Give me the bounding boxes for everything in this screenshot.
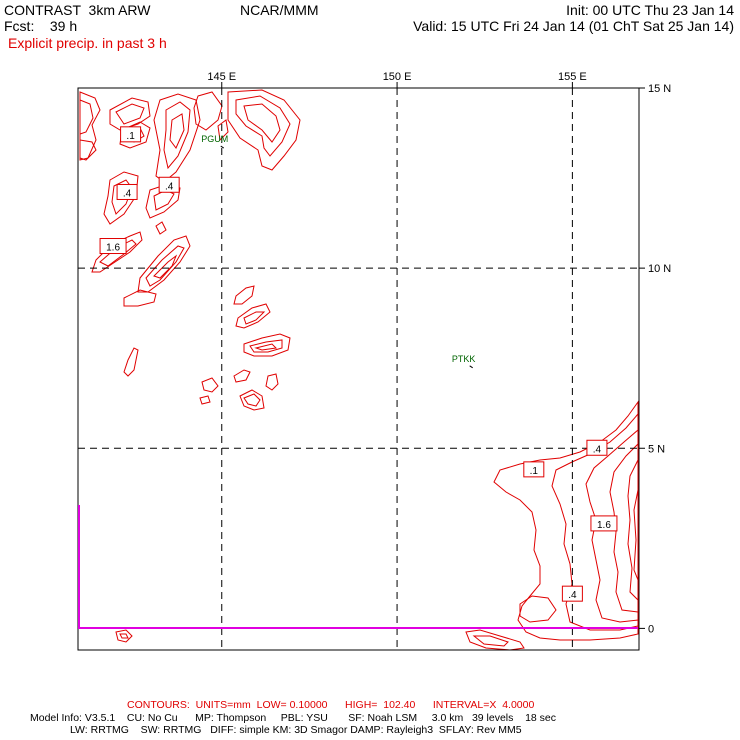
contour-label: .4: [165, 181, 174, 192]
contour-label-box: [586, 439, 608, 456]
contour: [249, 339, 283, 353]
forecast-hour: Fcst: 39 h: [4, 18, 78, 34]
contour-label: 1.6: [597, 520, 611, 531]
contour: [235, 95, 291, 157]
contour: [153, 254, 178, 279]
model-info-line2: LW: RRTMG SW: RRTMG DIFF: simple KM: 3D …: [70, 724, 522, 736]
domain-boundary: [78, 505, 638, 629]
contour: [155, 221, 167, 235]
valid-time: Valid: 15 UTC Fri 24 Jan 14 (01 ChT Sat …: [413, 18, 734, 34]
x-tick-label: 150 E: [383, 71, 412, 83]
y-tick-label: 15 N: [648, 83, 671, 95]
contour: [169, 113, 185, 149]
model-info-line1: Model Info: V3.5.1 CU: No Cu MP: Thompso…: [30, 712, 556, 724]
contour: [163, 101, 191, 170]
contour-label: .1: [126, 131, 135, 142]
contour: [633, 489, 639, 581]
contour: [79, 139, 97, 161]
contour: [115, 629, 133, 643]
contour-label-box: [561, 585, 583, 602]
model-name: CONTRAST 3km ARW: [4, 2, 151, 18]
y-tick-label: 10 N: [648, 263, 671, 275]
contour: [609, 442, 639, 613]
station-marker: [469, 365, 473, 369]
contour: [254, 343, 278, 351]
contour: [119, 121, 151, 149]
precip-contours: [79, 89, 639, 651]
x-tick-label: 155 E: [558, 71, 587, 83]
contour-info: CONTOURS: UNITS=mm LOW= 0.10000 HIGH= 10…: [127, 699, 535, 711]
contour: [239, 389, 265, 411]
contour: [111, 179, 133, 215]
station-marker: [220, 145, 225, 149]
contour-labels: .1 .4 .4 1.6 .1 .4 1.6 .4: [99, 126, 618, 602]
contour-label-box: [590, 515, 618, 532]
contour: [123, 347, 139, 377]
contour: [472, 635, 509, 647]
y-tick-label: 0: [648, 623, 654, 635]
contour: [217, 119, 229, 142]
y-tick-label: 5 N: [648, 443, 665, 455]
contour: [243, 393, 261, 407]
contour: [109, 97, 151, 131]
contour: [233, 369, 251, 383]
contour: [199, 395, 211, 405]
contour-label-box: [158, 176, 180, 193]
contour-label: .4: [593, 444, 602, 455]
station-label: PGUM: [201, 134, 228, 144]
grid-lines-and-ticks: 145 E 150 E 155 E 15 N 10 N 5 N 0: [78, 71, 671, 650]
contour-label-box: [120, 126, 142, 143]
contour-label-box: [99, 238, 127, 255]
contour-label-box: [116, 183, 138, 200]
contour: [137, 235, 191, 293]
chart-title: Explicit precip. in past 3 h: [8, 35, 167, 51]
contour: [627, 459, 639, 602]
contour: [227, 89, 301, 171]
contour-label: 1.6: [106, 243, 120, 254]
contour: [193, 91, 223, 131]
contour: [265, 373, 279, 391]
contour: [465, 629, 525, 651]
contour: [79, 99, 94, 135]
contour: [115, 103, 145, 125]
contour: [585, 428, 639, 623]
contour: [153, 189, 175, 211]
contour-label: .1: [530, 466, 539, 477]
contour: [235, 303, 271, 329]
contour: [493, 400, 639, 641]
contour: [103, 171, 139, 225]
contour-label: .4: [123, 188, 132, 199]
contour: [153, 93, 201, 183]
contour: [233, 285, 255, 305]
contour: [519, 595, 557, 623]
institution: NCAR/MMM: [240, 2, 319, 18]
contour: [243, 103, 281, 143]
contour: [145, 245, 185, 287]
contour: [119, 633, 129, 639]
contour-label: .4: [568, 590, 577, 601]
contour: [243, 333, 291, 357]
init-time: Init: 00 UTC Thu 23 Jan 14: [566, 2, 734, 18]
contour: [123, 289, 157, 307]
map-frame: [77, 87, 640, 651]
contour: [243, 311, 266, 325]
contour: [79, 91, 101, 161]
contour-label-box: [523, 461, 545, 478]
station-label: PTKK: [452, 354, 476, 364]
x-tick-label: 145 E: [207, 71, 236, 83]
stations: PGUM PTKK: [201, 134, 476, 369]
contour: [201, 377, 219, 393]
